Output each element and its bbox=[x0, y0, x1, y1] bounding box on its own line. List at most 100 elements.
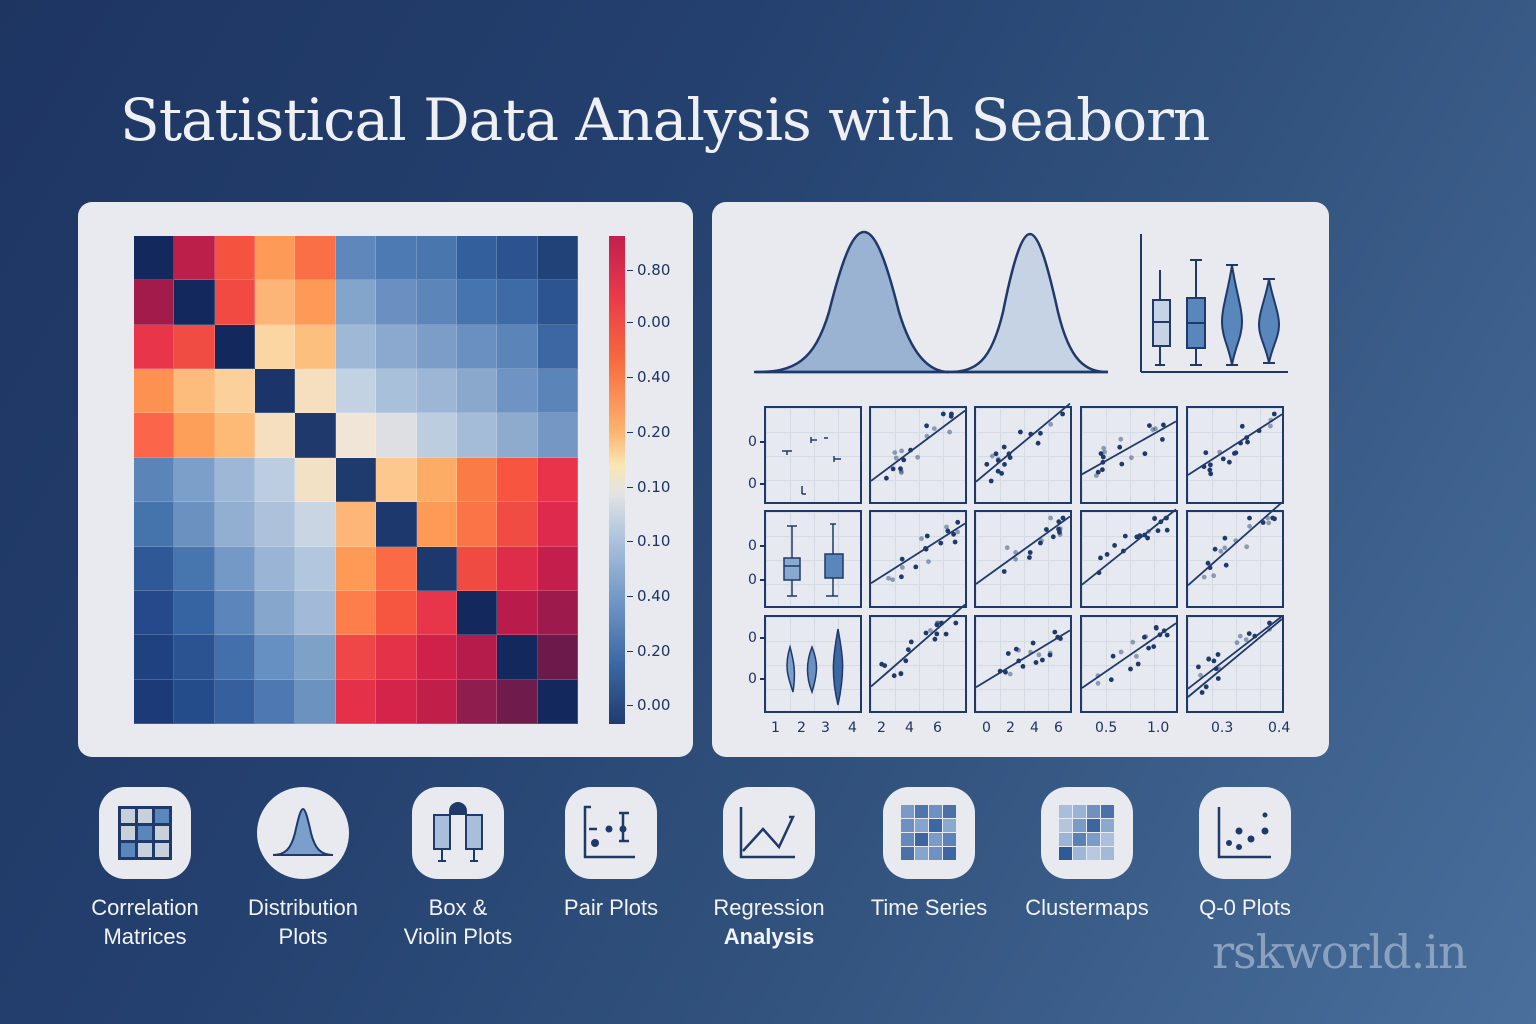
heatmap-cell bbox=[255, 324, 296, 370]
heatmap-cell bbox=[376, 324, 417, 370]
heatmap-cell bbox=[134, 457, 175, 503]
heatmap-cell bbox=[214, 590, 256, 636]
heatmap-cell bbox=[255, 502, 296, 547]
heatmap-cell bbox=[335, 236, 377, 281]
heatmap-cell bbox=[295, 236, 336, 281]
heatmap-cell bbox=[255, 546, 296, 591]
heatmap-cell bbox=[537, 502, 578, 547]
heatmap-cell bbox=[214, 324, 256, 370]
heatmap-cell bbox=[134, 280, 175, 325]
feature-box-violin-plots[interactable] bbox=[412, 787, 504, 879]
heatmap-cell bbox=[255, 590, 296, 636]
heatmap-cell bbox=[134, 369, 175, 414]
heatmap-cell bbox=[456, 590, 498, 636]
heatmap-cell bbox=[416, 590, 457, 636]
heatmap-cell bbox=[376, 369, 417, 414]
colorbar-tick: 0.10 bbox=[627, 478, 670, 496]
heatmap-cell bbox=[376, 236, 417, 281]
colorbar-tick: 0.20 bbox=[627, 423, 670, 441]
pair-plot-cell bbox=[869, 510, 967, 608]
heatmap-cell bbox=[497, 635, 538, 680]
heatmap-cell bbox=[376, 280, 417, 325]
feature-clustermaps[interactable] bbox=[1041, 787, 1133, 879]
heatmap-cell bbox=[134, 502, 175, 547]
heatmap-cell bbox=[497, 324, 538, 370]
pair-plot-icon bbox=[583, 805, 635, 859]
pair-plot-cell bbox=[1186, 406, 1284, 504]
heatmap-cell bbox=[416, 413, 457, 458]
heatmap-cell bbox=[456, 679, 498, 724]
colorbar-tick: 0.00 bbox=[627, 696, 670, 714]
feature-correlation-matrices[interactable] bbox=[99, 787, 191, 879]
feature-label: Correlation Matrices bbox=[91, 895, 199, 949]
feature-label: Q-0 Plots bbox=[1199, 895, 1291, 920]
heatmap-cell bbox=[335, 590, 377, 636]
pair-plot-cell bbox=[974, 510, 1072, 608]
x-tick-label: 6 bbox=[933, 720, 942, 736]
x-tick-label: 4 bbox=[848, 720, 857, 736]
colorbar-tick: 0.40 bbox=[627, 587, 670, 605]
correlation-heatmap-panel: 0.80 0.00 0.40 0.20 0.10 0.10 0.40 0.20 … bbox=[78, 202, 693, 757]
scatter-regression-plot bbox=[1081, 508, 1177, 586]
heatmap-cell bbox=[497, 590, 538, 636]
y-tick-label: 0 bbox=[748, 671, 766, 687]
x-tick-label: 4 bbox=[905, 720, 914, 736]
scatter-regression-plot bbox=[870, 409, 966, 482]
heatmap-cell bbox=[174, 502, 215, 547]
line-chart-icon bbox=[739, 807, 795, 859]
x-tick-label: 1 bbox=[771, 720, 780, 736]
pair-plot-cell bbox=[764, 615, 862, 713]
marker-icon bbox=[782, 437, 841, 495]
heatmap-cell bbox=[214, 413, 256, 458]
heatmap-cell bbox=[134, 635, 175, 680]
x-tick-label: 2 bbox=[877, 720, 886, 736]
x-tick-label: 2 bbox=[797, 720, 806, 736]
heatmap-cell bbox=[497, 679, 538, 724]
feature-label: Clustermaps bbox=[1025, 895, 1149, 920]
heatmap-cell bbox=[295, 502, 336, 547]
heatmap-cell bbox=[295, 635, 336, 680]
box-violin-mini-chart bbox=[1140, 234, 1288, 373]
heatmap-cell bbox=[335, 413, 377, 458]
heatmap-cell bbox=[295, 590, 336, 636]
feature-pair-plots[interactable] bbox=[565, 787, 657, 879]
heatmap-cell bbox=[537, 324, 578, 370]
heatmap-cell bbox=[376, 546, 417, 591]
heatmap-cell bbox=[376, 413, 417, 458]
scatter-regression-plot bbox=[870, 519, 966, 585]
heatmap-cell bbox=[174, 369, 215, 414]
feature-time-series[interactable] bbox=[883, 787, 975, 879]
heatmap-cell bbox=[335, 502, 377, 547]
scatter-regression-plot bbox=[870, 603, 966, 688]
heatmap-cell bbox=[456, 457, 498, 503]
heatmap-cell bbox=[537, 413, 578, 458]
colorbar-tick: 0.20 bbox=[627, 642, 670, 660]
heatmap-cell bbox=[416, 369, 457, 414]
x-tick-label: 3 bbox=[821, 720, 830, 736]
feature-distribution-plots[interactable] bbox=[257, 787, 349, 879]
heatmap-cell bbox=[134, 236, 175, 281]
y-tick-label: 0 bbox=[748, 476, 766, 492]
heatmap-cell bbox=[174, 413, 215, 458]
scatter-regression-plot bbox=[975, 515, 1071, 585]
scatter-regression-plot bbox=[1187, 615, 1283, 698]
heatmap-cell bbox=[456, 413, 498, 458]
x-tick-label: 6 bbox=[1054, 720, 1063, 736]
heatmap-cell bbox=[295, 413, 336, 458]
heatmap-cell bbox=[497, 546, 538, 591]
heatmap-cell bbox=[497, 280, 538, 325]
feature-qq-plots[interactable] bbox=[1199, 787, 1291, 879]
y-tick-label: 0 bbox=[748, 538, 766, 554]
pair-plot-cell bbox=[1080, 508, 1178, 608]
heatmap-cell bbox=[456, 546, 498, 591]
heatmap-cell bbox=[335, 457, 377, 503]
heatmap-cell bbox=[335, 324, 377, 370]
heatmap-cell bbox=[214, 502, 256, 547]
heatmap-cell bbox=[335, 635, 377, 680]
clustermap-icon bbox=[1059, 805, 1115, 861]
heatmap-cell bbox=[174, 457, 215, 503]
feature-regression-analysis[interactable] bbox=[723, 787, 815, 879]
pair-plot-cell bbox=[974, 615, 1072, 713]
heatmap-cell bbox=[537, 546, 578, 591]
colorbar-tick: 0.10 bbox=[627, 532, 670, 550]
